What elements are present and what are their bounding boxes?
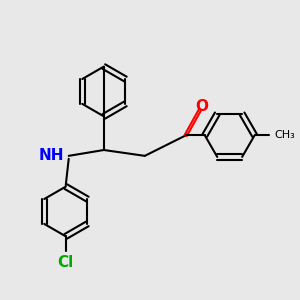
Text: O: O (195, 99, 208, 114)
Text: NH: NH (39, 148, 64, 164)
Text: CH₃: CH₃ (274, 130, 295, 140)
Text: Cl: Cl (58, 255, 74, 270)
